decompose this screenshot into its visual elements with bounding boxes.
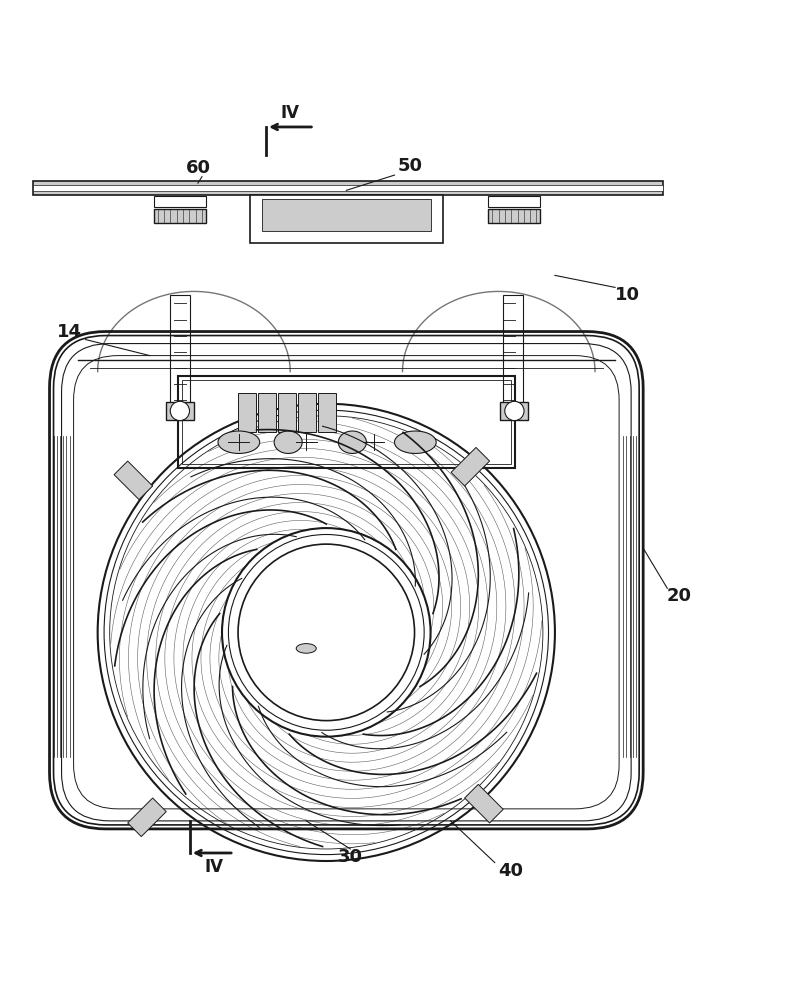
Bar [34,181,663,195]
Bar [318,393,336,432]
Bar [489,209,540,223]
Circle shape [170,401,189,421]
Bar [154,209,206,223]
Bar [114,461,153,500]
Bar [298,393,316,432]
Text: IV: IV [204,858,224,876]
Bar [464,784,503,823]
Bar [170,295,190,408]
Bar [166,402,194,420]
Bar [258,393,276,432]
Bar [262,199,431,231]
Text: 10: 10 [615,286,640,304]
Bar [178,376,515,468]
Bar [503,295,522,408]
Circle shape [222,528,431,737]
Bar [489,196,540,207]
Bar [501,402,528,420]
Bar [128,798,167,837]
Text: 60: 60 [185,159,210,177]
Bar [279,393,295,432]
FancyBboxPatch shape [50,332,643,829]
Bar [451,447,489,486]
Bar [154,196,206,207]
Bar [238,393,256,432]
Text: 20: 20 [667,587,691,605]
Circle shape [238,544,415,721]
Ellipse shape [338,431,366,453]
Text: 50: 50 [398,157,423,175]
Ellipse shape [296,644,316,653]
Bar [182,380,511,464]
Ellipse shape [275,431,302,453]
Text: IV: IV [281,104,299,122]
Ellipse shape [218,431,260,453]
Bar [250,195,443,243]
Text: 30: 30 [338,848,363,866]
Text: 40: 40 [498,862,523,880]
Bar [34,185,663,191]
Ellipse shape [394,431,436,453]
Circle shape [505,401,524,421]
Text: 14: 14 [57,323,82,341]
